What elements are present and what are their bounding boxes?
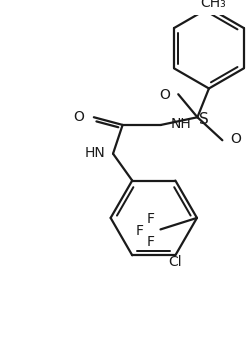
Text: O: O xyxy=(73,110,84,124)
Text: F: F xyxy=(146,235,154,248)
Text: F: F xyxy=(135,224,143,238)
Text: O: O xyxy=(159,89,170,103)
Text: NH: NH xyxy=(170,117,190,131)
Text: S: S xyxy=(198,112,208,127)
Text: O: O xyxy=(229,132,240,146)
Text: HN: HN xyxy=(84,146,105,160)
Text: Cl: Cl xyxy=(168,255,181,269)
Text: F: F xyxy=(146,212,154,226)
Text: CH₃: CH₃ xyxy=(199,0,225,10)
